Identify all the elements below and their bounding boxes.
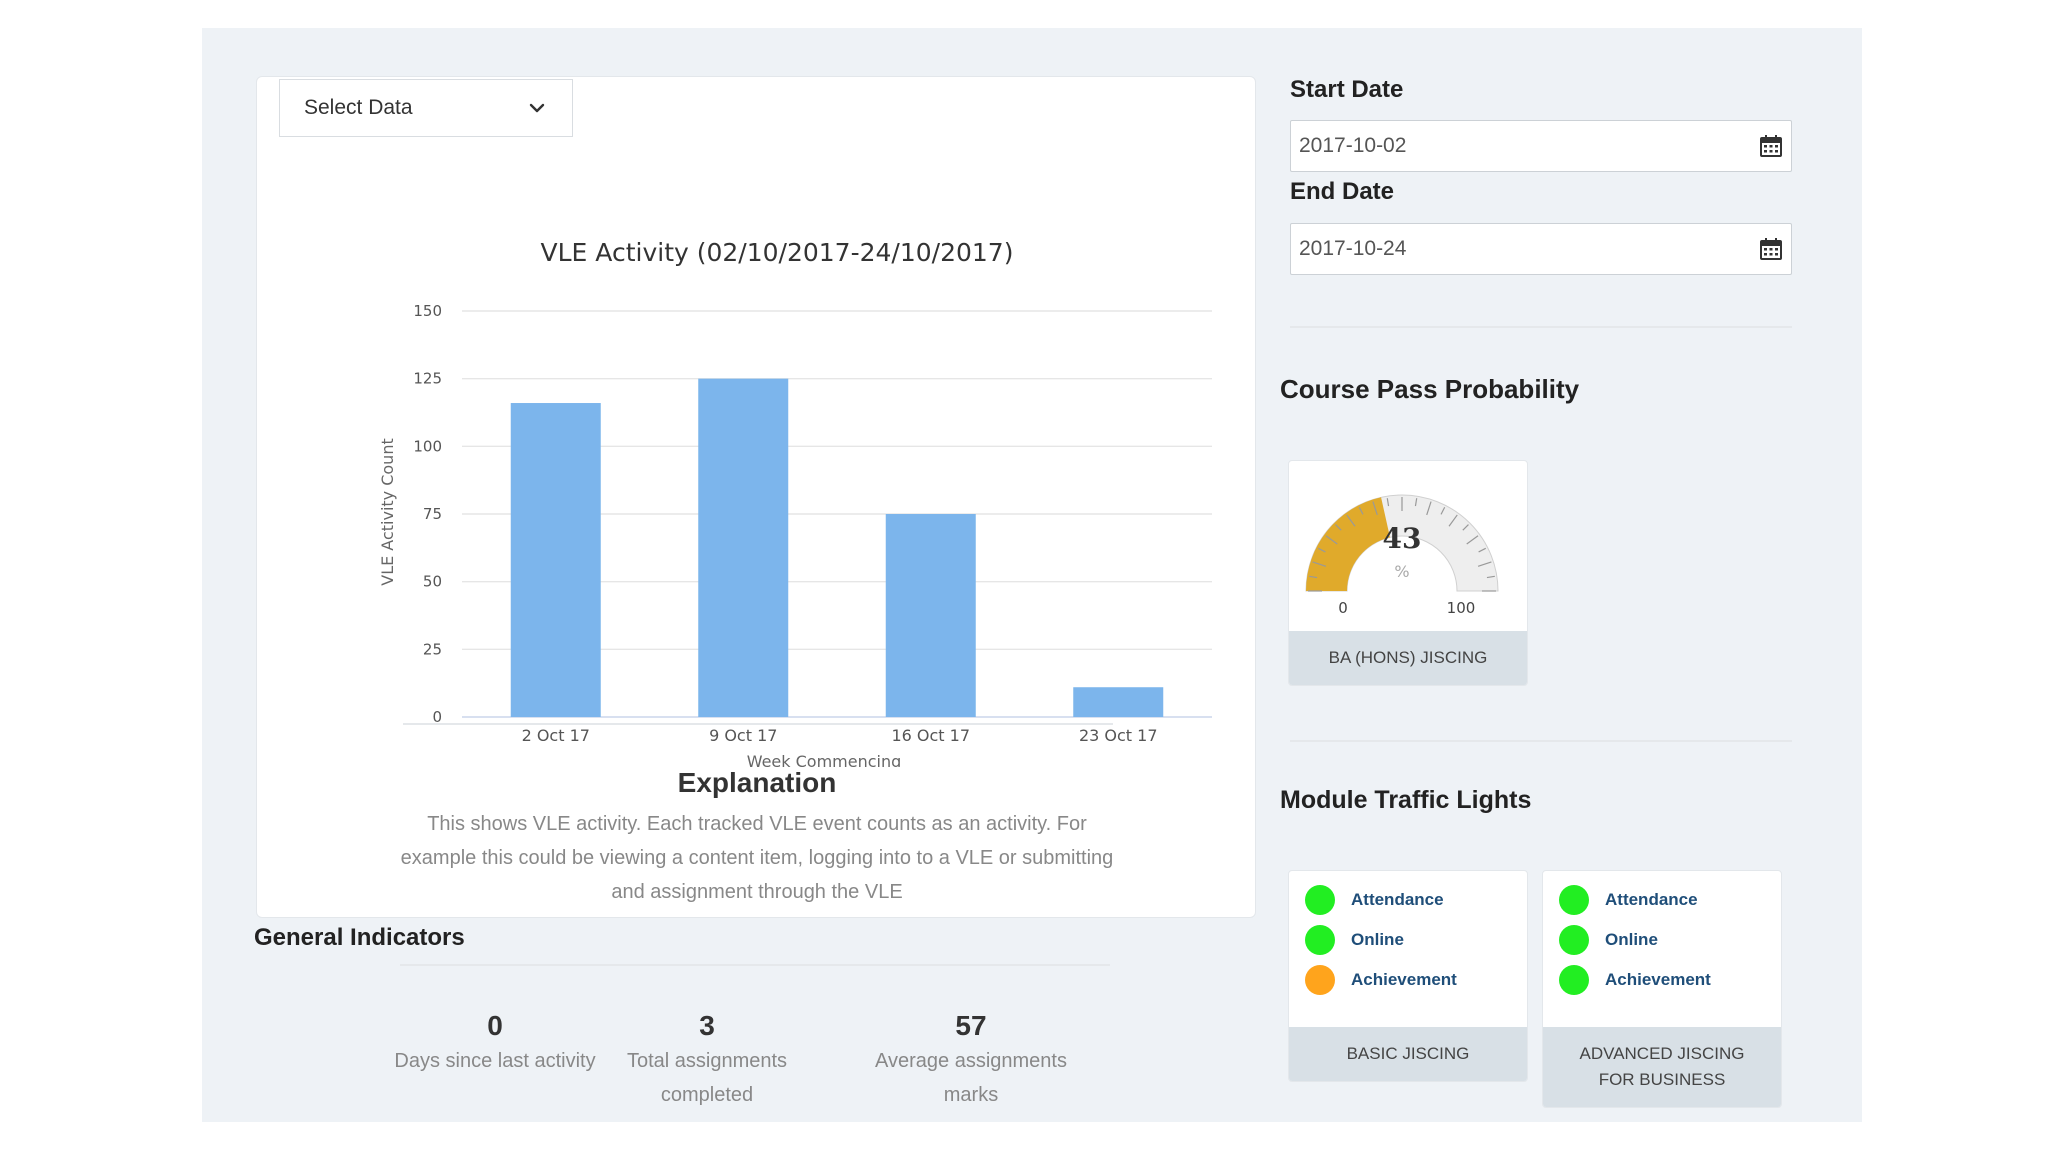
gauge-value: 43 <box>1383 522 1422 555</box>
module-card-advanced-jiscing[interactable]: Attendance Online Achievement ADVANCED J… <box>1542 870 1782 1108</box>
gauge-tick <box>1325 535 1338 545</box>
gauge-tick <box>1372 501 1378 516</box>
chart-divider <box>403 723 1113 725</box>
end-date-value: 2017-10-24 <box>1299 237 1407 260</box>
gauge-tick <box>1426 501 1432 516</box>
indicator-label: Total assignments completed <box>626 1050 788 1106</box>
traffic-light-achievement: Achievement <box>1305 965 1457 995</box>
y-tick-label: 125 <box>413 370 442 388</box>
general-indicators-divider <box>400 964 1110 966</box>
bar[interactable] <box>885 514 976 717</box>
gauge-unit: % <box>1394 562 1409 581</box>
calendar-icon[interactable] <box>1759 237 1783 261</box>
y-tick-label: 100 <box>413 437 442 455</box>
gauge-tick <box>1440 506 1446 515</box>
explanation-text: This shows VLE activity. Each tracked VL… <box>400 813 1114 903</box>
start-date-value: 2017-10-02 <box>1299 134 1407 157</box>
start-date-input[interactable]: 2017-10-02 <box>1290 120 1792 172</box>
traffic-light-attendance: Attendance <box>1305 885 1444 915</box>
indicator-value: 57 <box>955 1010 987 1041</box>
x-tick-label: 16 Oct 17 <box>891 726 970 745</box>
traffic-light-online: Online <box>1305 925 1404 955</box>
general-indicators-title: General Indicators <box>254 924 465 951</box>
status-dot <box>1559 925 1589 955</box>
vle-activity-chart: VLE Activity (02/10/2017-24/10/2017) 0 25… <box>378 238 1212 767</box>
vle-activity-card: Select Data VLE Activity (02/10/2017-24/… <box>256 76 1256 918</box>
status-dot <box>1305 965 1335 995</box>
traffic-light-achievement: Achievement <box>1559 965 1711 995</box>
gauge-tick <box>1466 535 1479 545</box>
traffic-lights-title: Module Traffic Lights <box>1280 786 1532 814</box>
select-data-dropdown[interactable]: Select Data <box>279 79 573 137</box>
select-data-label: Select Data <box>304 96 413 119</box>
bar[interactable] <box>510 403 601 717</box>
gauge-min: 0 <box>1338 599 1348 617</box>
module-card-basic-jiscing[interactable]: Attendance Online Achievement BASIC JISC… <box>1288 870 1528 1082</box>
start-date-label: Start Date <box>1290 76 1404 103</box>
gauge-tick <box>1317 547 1326 553</box>
x-tick-label: 9 Oct 17 <box>709 726 777 745</box>
gauge-max: 100 <box>1447 599 1476 617</box>
course-name: BA (HONS) JISCING <box>1289 631 1527 685</box>
course-divider <box>1290 740 1792 742</box>
status-dot <box>1559 885 1589 915</box>
y-tick-label: 0 <box>432 708 442 726</box>
gauge-tick <box>1346 514 1356 527</box>
gauge-tick <box>1477 561 1492 567</box>
gauge-tick <box>1309 575 1318 579</box>
status-dot <box>1559 965 1589 995</box>
traffic-light-online: Online <box>1559 925 1658 955</box>
gauge-tick <box>1386 498 1390 507</box>
pass-probability-gauge: 43 % 0 100 <box>1305 494 1499 617</box>
traffic-light-label: Achievement <box>1351 970 1457 989</box>
y-tick-label: 25 <box>423 640 442 658</box>
traffic-light-label: Online <box>1605 930 1658 949</box>
indicator-days-since-activity: 0 Days since last activity <box>380 1008 610 1078</box>
module-name: ADVANCED JISCING FOR BUSINESS <box>1543 1027 1781 1107</box>
chevron-down-icon <box>526 97 548 119</box>
end-date-label: End Date <box>1290 178 1395 205</box>
indicator-label: Average assignments marks <box>875 1050 1067 1106</box>
chart-title: VLE Activity (02/10/2017-24/10/2017) <box>541 238 1014 267</box>
gauge-tick <box>1486 575 1495 579</box>
gauge-tick <box>1335 524 1342 531</box>
indicator-label: Days since last activity <box>394 1050 596 1072</box>
traffic-light-label: Achievement <box>1605 970 1711 989</box>
gauge-tick <box>1448 514 1458 527</box>
status-dot <box>1305 885 1335 915</box>
indicator-average-marks: 57 Average assignments marks <box>866 1008 1076 1112</box>
traffic-light-attendance: Attendance <box>1559 885 1698 915</box>
calendar-icon[interactable] <box>1759 134 1783 158</box>
traffic-light-label: Attendance <box>1605 890 1698 909</box>
end-date-input[interactable]: 2017-10-24 <box>1290 223 1792 275</box>
indicator-total-assignments: 3 Total assignments completed <box>617 1008 797 1112</box>
y-tick-label: 150 <box>413 302 442 320</box>
dashboard: Select Data VLE Activity (02/10/2017-24/… <box>202 28 1862 1122</box>
gauge-tick <box>1358 506 1364 515</box>
traffic-light-label: Online <box>1351 930 1404 949</box>
bar[interactable] <box>698 378 789 717</box>
gauge-fill <box>1306 497 1391 591</box>
x-axis-label: Week Commencing <box>747 752 902 767</box>
y-axis-label: VLE Activity Count <box>378 438 397 586</box>
dates-divider <box>1290 326 1792 328</box>
gauge-tick <box>1478 547 1487 553</box>
module-name: BASIC JISCING <box>1289 1027 1527 1081</box>
explanation-title: Explanation <box>677 767 837 798</box>
x-tick-label: 2 Oct 17 <box>522 726 590 745</box>
gauge-tick <box>1312 561 1327 567</box>
status-dot <box>1305 925 1335 955</box>
course-pass-title: Course Pass Probability <box>1280 374 1580 404</box>
gauge-tick <box>1462 524 1469 531</box>
y-tick-label: 50 <box>423 573 442 591</box>
x-tick-label: 23 Oct 17 <box>1079 726 1158 745</box>
indicator-value: 3 <box>699 1010 715 1041</box>
course-pass-gauge-card[interactable]: 43 % 0 100 BA (HONS) JISCING <box>1288 460 1528 686</box>
y-tick-label: 75 <box>423 505 442 523</box>
gauge-tick <box>1414 498 1418 507</box>
bar[interactable] <box>1073 687 1164 717</box>
indicator-value: 0 <box>487 1010 503 1041</box>
traffic-light-label: Attendance <box>1351 890 1444 909</box>
